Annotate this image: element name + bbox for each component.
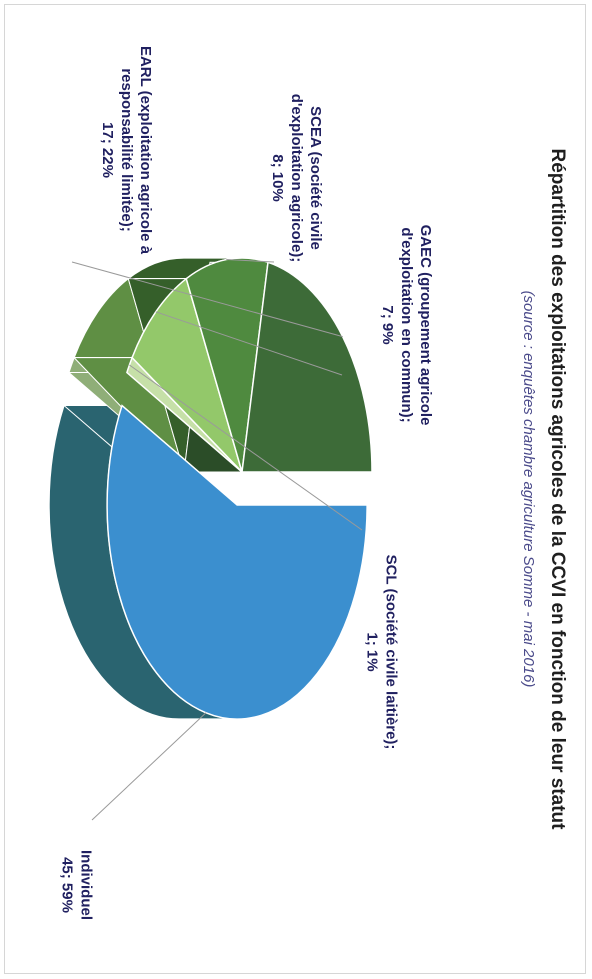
slice-label-2-line-1: d'exploitation en commun);	[398, 227, 415, 422]
leader-line-1	[129, 364, 363, 531]
leader-line-4	[71, 261, 343, 338]
slice-label-4-line-2: 17; 22%	[99, 122, 116, 178]
leader-line-0	[91, 712, 207, 821]
slice-label-0-line-1: 45; 59%	[59, 857, 76, 913]
slice-label-3-line-2: 8; 10%	[269, 154, 286, 202]
pie-slice-2	[131, 277, 243, 473]
slice-label-2-line-2: 7; 9%	[379, 305, 396, 344]
leader-line-2	[155, 311, 343, 376]
leader-lines	[71, 259, 363, 821]
slice-label-3-line-0: SCEA (société civile	[307, 106, 324, 250]
slice-label-3-line-1: d'exploitation agricole);	[288, 94, 305, 263]
leader-line-3	[226, 259, 275, 263]
slice-label-0-line-0: Individuel	[78, 850, 95, 920]
chart-subtitle: (source : enquêtes chambre agriculture S…	[520, 291, 537, 688]
slice-label-1-line-0: SCL (société civile laitière);	[383, 555, 400, 750]
slice-label-4-line-1: responsabilité limitée);	[118, 68, 135, 231]
slice-label-4-line-0: EARL (exploitation agricole à	[137, 46, 154, 255]
pie-tops	[106, 257, 373, 720]
slice-label-1-line-1: 1; 1%	[364, 632, 381, 671]
page-frame	[4, 4, 586, 974]
chart-title: Répartition des exploitations agricoles …	[547, 149, 568, 831]
slice-label-2-line-0: GAEC (groupement agricole	[417, 225, 434, 426]
